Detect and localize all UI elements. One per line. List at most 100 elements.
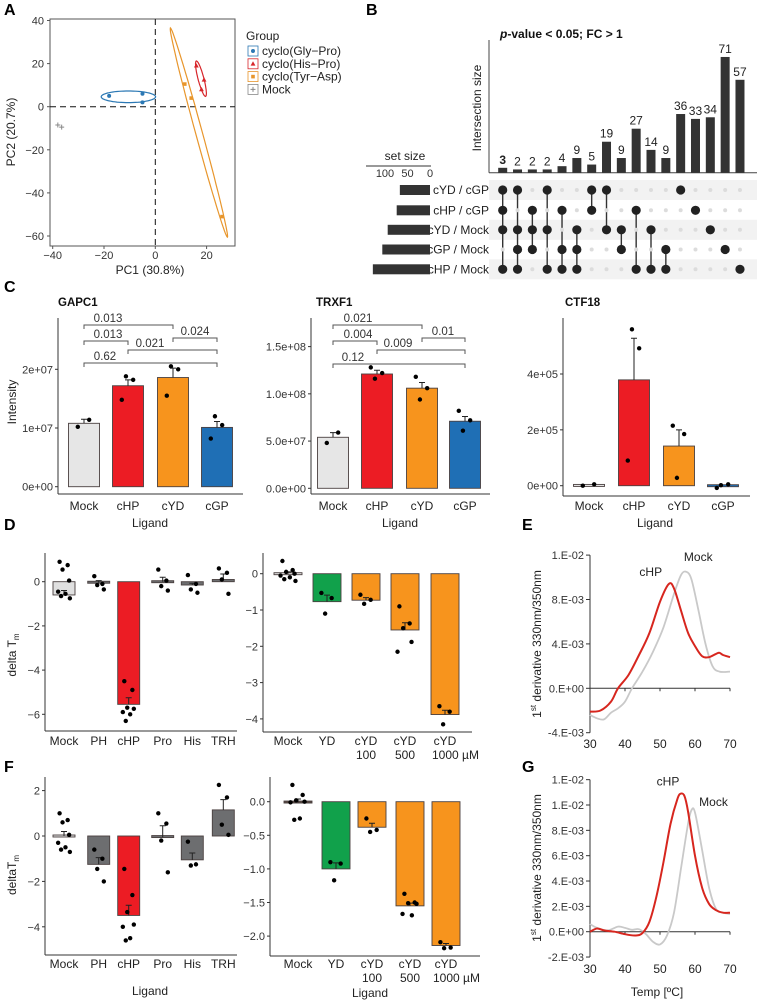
y-axis-title-prefix: 1 — [530, 711, 544, 718]
data-point — [280, 558, 285, 564]
intersection-size-label: 4 — [559, 151, 566, 165]
empty-dot — [678, 227, 683, 232]
empty-dot — [589, 247, 594, 252]
data-point — [292, 817, 297, 823]
data-point — [395, 649, 400, 654]
membership-dot — [498, 205, 508, 215]
category-label: cHP — [117, 734, 140, 748]
data-point — [374, 827, 379, 833]
data-point — [293, 578, 298, 584]
membership-dot — [527, 225, 537, 235]
data-point — [467, 418, 473, 423]
category-label: His — [184, 734, 201, 748]
y-tick-label: −1.0 — [243, 864, 265, 876]
y-axis-title: Intensity — [5, 380, 19, 425]
y-axis-title-prefix: 1 — [530, 935, 544, 942]
intersection-bar — [498, 167, 508, 173]
data-point — [122, 866, 127, 872]
empty-dot — [649, 247, 653, 252]
significance-bracket — [332, 340, 378, 345]
y-tick-label: 0 — [34, 831, 40, 843]
data-point — [674, 475, 680, 481]
membership-dot — [542, 264, 552, 274]
x-axis-title: Ligand — [382, 516, 418, 530]
x-tick-label: 40 — [618, 737, 632, 751]
curve-label: Mock — [684, 550, 714, 564]
legend-label: cyclo(Tyr−Asp) — [262, 70, 342, 84]
data-point — [159, 838, 164, 843]
trxf1-chart: 0.0e+00 5.0e+07 1.0e+08 1.5e+08 Mock cHP cYD cG… — [266, 297, 490, 530]
data-point — [368, 365, 373, 370]
membership-dot — [572, 264, 582, 274]
bar — [406, 387, 438, 489]
gapc1-chart: 0e+00 1e+07 2e+07 Mock cHP cYD cGP GAPC1 Ligand I… — [5, 297, 243, 530]
data-point — [331, 878, 337, 883]
curve-chp — [589, 792, 731, 937]
y-tick-label: −2 — [27, 621, 40, 633]
y-tick-label: 0e+00 — [527, 481, 558, 493]
empty-dot — [634, 227, 639, 232]
data-point — [188, 863, 194, 868]
category-label: cYD — [394, 734, 417, 748]
membership-dot — [557, 205, 567, 215]
y-tick-label: −0.5 — [243, 830, 265, 842]
category-label: cGP — [205, 499, 228, 513]
error-bar — [324, 594, 330, 602]
legend-label: Mock — [262, 82, 292, 96]
data-point — [460, 428, 466, 433]
bar — [312, 573, 342, 603]
error-bar — [189, 852, 196, 860]
category-label: cHP — [117, 499, 140, 513]
data-point — [328, 859, 333, 865]
data-point — [438, 939, 443, 945]
membership-dot — [557, 264, 567, 274]
membership-dot — [690, 205, 701, 215]
bar — [351, 573, 381, 601]
empty-dot — [723, 188, 728, 192]
set-size-bar — [382, 244, 430, 255]
data-point — [224, 570, 230, 576]
set-size-tick-label: 50 — [401, 168, 413, 180]
bar — [317, 436, 349, 489]
category-label: cGP — [453, 499, 476, 513]
data-point — [402, 891, 407, 896]
empty-dot — [560, 188, 565, 192]
x-tick-label: 40 — [618, 962, 632, 976]
error-bar — [369, 822, 375, 828]
x-tick-label: 60 — [688, 962, 702, 976]
bar — [117, 835, 141, 916]
data-point — [182, 82, 187, 86]
intersection-bar — [690, 118, 700, 173]
membership-dot — [587, 205, 597, 215]
data-point — [107, 93, 112, 98]
empty-dot — [619, 188, 624, 192]
data-point — [55, 589, 61, 594]
membership-dot — [557, 244, 567, 255]
data-point — [368, 597, 373, 603]
category-sublabel: 1000 µM — [432, 748, 479, 762]
data-point — [379, 370, 385, 376]
intersection-bar — [661, 158, 671, 173]
intersection-size-label: 27 — [629, 114, 643, 128]
bar — [618, 379, 650, 487]
membership-dot — [498, 264, 508, 274]
x-tick-label: −20 — [95, 250, 114, 262]
data-point — [55, 122, 61, 128]
p-value-label: 0.009 — [384, 338, 413, 350]
error-bar — [462, 416, 468, 422]
y-tick-label: 4e+05 — [527, 369, 558, 381]
data-point — [413, 374, 418, 380]
category-sublabel: 100 — [356, 748, 376, 762]
membership-dot — [646, 225, 656, 235]
bar — [663, 445, 695, 487]
significance-bracket — [127, 349, 218, 354]
membership-dot — [735, 264, 745, 274]
dsf_g-chart: 1.E-02 1.E-02 8.E-03 6.E-03 4.E-03 2.E-03 0.E+… — [529, 775, 737, 999]
series-1 — [193, 60, 207, 98]
error-bar — [214, 421, 220, 428]
dsf_f_left-chart: 2 0 −2 −4 Mock PH cHP Pro His TRH Ligand deltaTm — [5, 777, 237, 998]
empty-dot — [723, 267, 728, 272]
category-label: cYD — [162, 499, 185, 513]
data-point — [714, 485, 719, 491]
empty-dot — [530, 188, 535, 192]
